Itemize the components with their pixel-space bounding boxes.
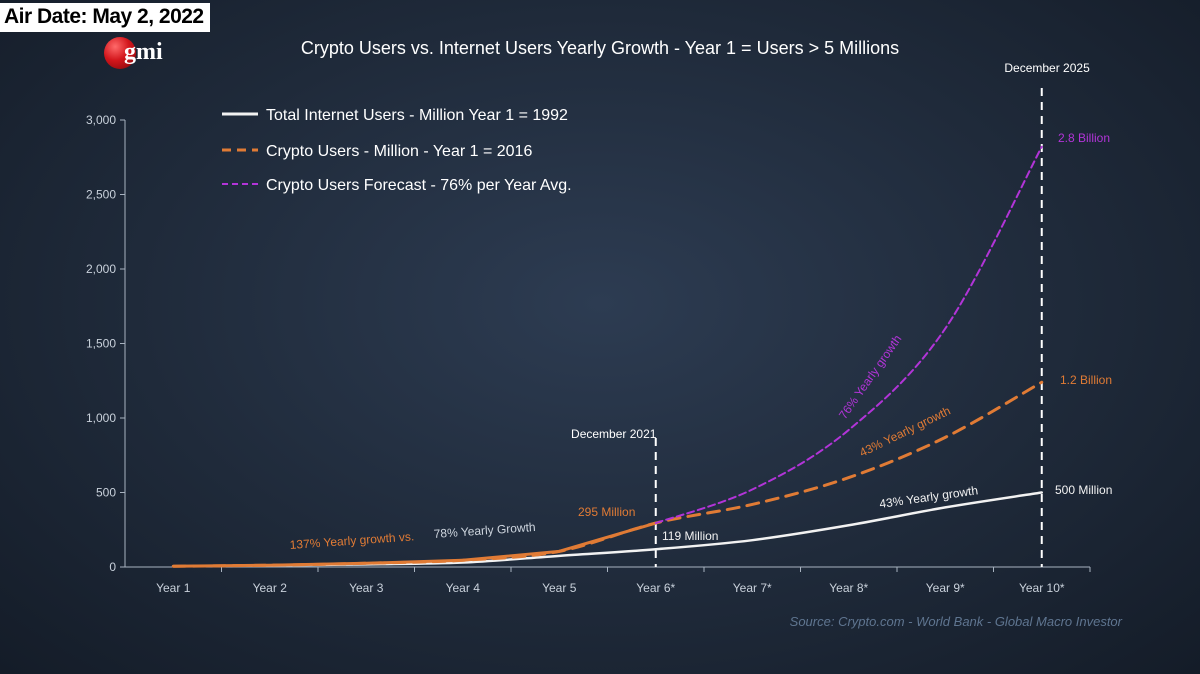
- y-tick-label: 0: [109, 560, 116, 574]
- y-tick-label: 2,500: [86, 188, 116, 202]
- x-tick-label: Year 5: [542, 581, 577, 595]
- annotation-label: 119 Million: [662, 529, 718, 543]
- annotation-label: 78% Yearly Growth: [433, 520, 536, 541]
- air-date-label: Air Date: May 2, 2022: [0, 3, 210, 32]
- annotation-label: 2.8 Billion: [1058, 131, 1110, 145]
- annotation-label: 43% Yearly growth: [857, 404, 952, 460]
- x-tick-label: Year 2: [253, 581, 288, 595]
- x-tick-label: Year 10*: [1019, 581, 1065, 595]
- annotation-label: 137% Yearly growth vs.: [289, 529, 414, 552]
- annotation-label: 1.2 Billion: [1060, 373, 1112, 387]
- x-tick-label: Year 1: [156, 581, 191, 595]
- annotation-label: 76% Yearly growth: [836, 332, 904, 421]
- date-marker-label: December 2025: [1004, 61, 1090, 75]
- logo-globe-icon: [104, 37, 136, 69]
- annotation-label: 295 Million: [578, 505, 635, 519]
- source-note: Source: Crypto.com - World Bank - Global…: [789, 614, 1122, 629]
- annotation-label: 43% Yearly growth: [878, 483, 978, 511]
- legend-label-2: Crypto Users - Million - Year 1 = 2016: [266, 143, 532, 160]
- x-tick-label: Year 4: [446, 581, 481, 595]
- gmi-logo: gmi: [104, 36, 184, 72]
- x-tick-label: Year 8*: [829, 581, 868, 595]
- y-tick-label: 1,000: [86, 411, 116, 425]
- y-tick-label: 500: [96, 486, 116, 500]
- date-marker-label: December 2021: [571, 427, 657, 441]
- series-line-2-history: [173, 521, 657, 568]
- y-tick-label: 3,000: [86, 113, 116, 127]
- legend-label-1: Total Internet Users - Million Year 1 = …: [266, 107, 568, 124]
- legend-label-3: Crypto Users Forecast - 76% per Year Avg…: [266, 177, 572, 194]
- logo-text: gmi: [124, 39, 163, 65]
- series-line-3: [654, 145, 1043, 525]
- y-tick-label: 2,000: [86, 262, 116, 276]
- y-tick-label: 1,500: [86, 337, 116, 351]
- x-tick-label: Year 6*: [636, 581, 675, 595]
- x-tick-label: Year 7*: [733, 581, 772, 595]
- x-tick-label: Year 9*: [926, 581, 965, 595]
- x-tick-label: Year 3: [349, 581, 384, 595]
- annotation-label: 500 Million: [1055, 483, 1112, 497]
- chart-title: Crypto Users vs. Internet Users Yearly G…: [300, 38, 900, 58]
